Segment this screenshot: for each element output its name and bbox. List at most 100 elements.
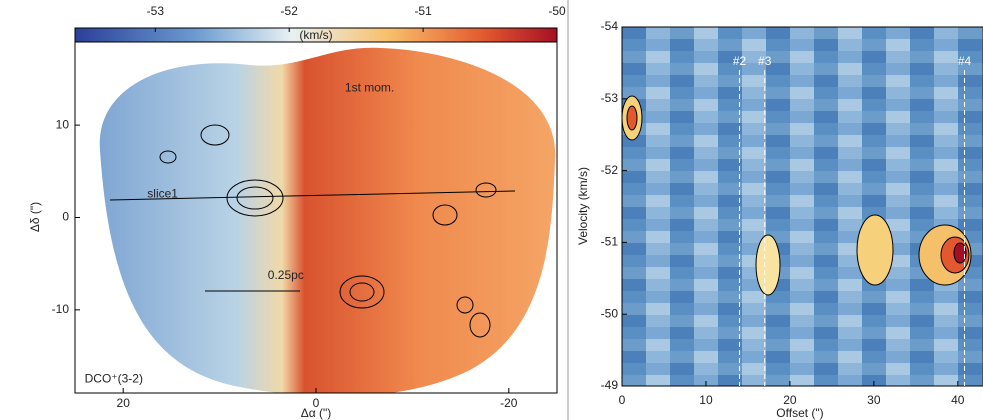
texture [934,87,958,99]
texture [886,195,910,207]
texture [862,171,886,183]
texture [742,303,766,315]
texture [910,315,934,327]
texture [742,159,766,171]
texture [670,375,694,386]
texture [886,63,910,75]
texture [718,63,742,75]
texture [838,255,862,267]
texture [622,267,646,279]
texture [766,195,790,207]
texture [910,291,934,303]
texture [718,39,742,51]
texture [622,63,646,75]
texture [838,303,862,315]
texture [958,183,982,195]
texture [742,315,766,327]
texture [838,75,862,87]
texture [694,207,718,219]
texture [790,159,814,171]
texture [755,234,781,296]
texture [622,183,646,195]
texture [934,111,958,123]
texture [862,123,886,135]
texture [742,171,766,183]
texture [838,291,862,303]
texture [646,243,670,255]
texture [646,183,670,195]
texture [622,363,646,375]
texture [958,279,982,291]
texture [958,339,982,351]
texture [934,327,958,339]
texture [718,303,742,315]
texture [670,291,694,303]
texture [646,111,670,123]
texture [958,111,982,123]
texture [958,195,982,207]
texture [838,135,862,147]
texture [814,351,838,363]
texture [622,195,646,207]
texture [694,291,718,303]
texture [862,147,886,159]
texture [766,87,790,99]
texture [670,99,694,111]
texture [766,363,790,375]
texture [910,279,934,291]
texture [838,375,862,386]
texture [790,243,814,255]
texture [718,99,742,111]
texture [886,171,910,183]
texture [958,75,982,87]
texture [790,87,814,99]
y-tick-label: 10 [56,117,70,131]
texture [646,375,670,386]
texture [862,135,886,147]
texture [742,63,766,75]
texture [694,99,718,111]
texture [910,363,934,375]
texture [862,183,886,195]
map-image [99,47,556,393]
texture [742,87,766,99]
texture [910,303,934,315]
texture [670,159,694,171]
texture [646,51,670,63]
texture [910,111,934,123]
texture [646,363,670,375]
texture [958,99,982,111]
texture [790,27,814,39]
texture [838,159,862,171]
texture [766,147,790,159]
texture [718,267,742,279]
texture [766,171,790,183]
texture [766,219,790,231]
texture [862,111,886,123]
texture [838,171,862,183]
texture [694,315,718,327]
texture [958,375,982,386]
texture [694,27,718,39]
texture [622,255,646,267]
texture [694,111,718,123]
texture [958,207,982,219]
texture [622,351,646,363]
texture [790,291,814,303]
texture [838,327,862,339]
texture [934,363,958,375]
texture [670,315,694,327]
texture [814,75,838,87]
texture [814,27,838,39]
texture [790,147,814,159]
right-frame [621,26,983,387]
texture [958,27,982,39]
texture [670,363,694,375]
texture [742,75,766,87]
texture [934,291,958,303]
texture [790,135,814,147]
texture [694,87,718,99]
texture [790,375,814,386]
texture [766,51,790,63]
texture [910,135,934,147]
